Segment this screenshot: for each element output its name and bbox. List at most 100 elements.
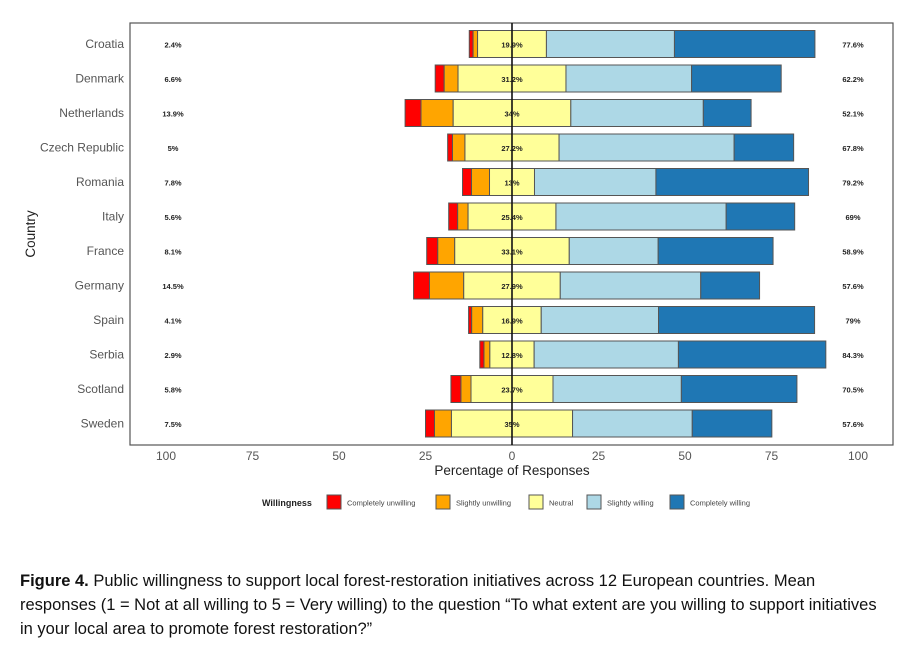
bar-completely-unwilling: [468, 30, 474, 58]
legend-swatch: [528, 494, 544, 510]
legend-swatch: [586, 494, 602, 510]
legend-item: Slightly unwilling: [435, 494, 511, 510]
caption-label: Figure 4.: [20, 572, 89, 590]
legend-label: Neutral: [549, 499, 574, 508]
bar-slightly-willing: [555, 202, 727, 231]
bar-completely-willing: [680, 375, 798, 403]
bar-slightly-unwilling: [451, 133, 466, 162]
label-willing-percent: 69%: [845, 213, 860, 222]
bar-slightly-unwilling: [457, 202, 469, 231]
y-tick-label: Denmark: [75, 72, 125, 86]
bar-completely-willing: [673, 30, 816, 58]
bar-slightly-unwilling: [471, 168, 491, 196]
figure-caption: Figure 4. Public willingness to support …: [20, 569, 890, 641]
label-willing-percent: 67.8%: [842, 144, 864, 153]
bar-completely-willing: [658, 306, 816, 334]
bar-slightly-unwilling: [443, 64, 459, 93]
y-tick-label: Romania: [76, 175, 124, 189]
bar-completely-unwilling: [479, 340, 485, 369]
bar-slightly-willing: [559, 271, 702, 300]
label-willing-percent: 77.6%: [842, 41, 864, 50]
bar-slightly-unwilling: [428, 271, 465, 300]
label-willing-percent: 52.1%: [842, 110, 864, 119]
bar-completely-willing: [657, 237, 774, 265]
y-axis-title: Country: [23, 210, 38, 258]
y-tick-label: Scotland: [77, 382, 124, 396]
bar-slightly-unwilling: [437, 237, 456, 265]
bar-slightly-unwilling: [460, 375, 472, 403]
y-tick-label: France: [87, 244, 125, 258]
x-tick-label: 25: [592, 449, 606, 463]
bar-slightly-willing: [552, 375, 682, 403]
label-unwilling-percent: 13.9%: [162, 110, 184, 119]
bar-slightly-unwilling: [471, 306, 484, 334]
label-unwilling-percent: 14.5%: [162, 282, 184, 291]
y-tick-label: Germany: [75, 279, 124, 293]
y-tick-label: Italy: [102, 210, 124, 224]
legend-item: Completely unwilling: [326, 494, 415, 510]
bar-completely-unwilling: [462, 168, 473, 196]
bar-completely-willing: [700, 271, 761, 300]
x-tick-label: 50: [678, 449, 692, 463]
label-unwilling-percent: 5%: [168, 144, 179, 153]
bar-completely-unwilling: [425, 409, 435, 438]
label-unwilling-percent: 7.5%: [164, 420, 181, 429]
bar-slightly-willing: [540, 306, 660, 334]
bar-completely-unwilling: [447, 133, 453, 162]
y-tick-label: Sweden: [81, 417, 124, 431]
label-unwilling-percent: 5.6%: [164, 213, 181, 222]
bar-slightly-unwilling: [433, 409, 452, 438]
label-willing-percent: 57.6%: [842, 420, 864, 429]
legend-label: Slightly willing: [607, 499, 654, 508]
label-willing-percent: 79.2%: [842, 179, 864, 188]
x-tick-label: 100: [848, 449, 868, 463]
caption-text: Public willingness to support local fore…: [20, 572, 877, 638]
x-axis-title: Percentage of Responses: [434, 463, 590, 478]
bar-completely-willing: [655, 168, 810, 196]
label-willing-percent: 84.3%: [842, 351, 864, 360]
bar-slightly-willing: [565, 64, 693, 93]
bar-slightly-willing: [533, 340, 679, 369]
bar-completely-willing: [677, 340, 827, 369]
legend-swatch: [435, 494, 451, 510]
label-unwilling-percent: 7.8%: [164, 179, 181, 188]
x-tick-label: 100: [156, 449, 176, 463]
bar-slightly-unwilling: [483, 340, 491, 369]
likert-chart: Croatia2.4%19.9%77.6%Denmark6.6%31.2%62.…: [23, 22, 894, 510]
y-tick-label: Czech Republic: [40, 141, 124, 155]
label-unwilling-percent: 2.9%: [164, 351, 181, 360]
legend-item: Neutral: [528, 494, 574, 510]
bar-completely-unwilling: [448, 202, 459, 231]
legend-swatch: [669, 494, 685, 510]
bar-completely-unwilling: [434, 64, 445, 93]
label-willing-percent: 62.2%: [842, 75, 864, 84]
x-tick-label: 50: [332, 449, 346, 463]
bar-completely-unwilling: [450, 375, 462, 403]
legend-item: Completely willing: [669, 494, 750, 510]
legend-label: Slightly unwilling: [456, 499, 511, 508]
bar-slightly-willing: [568, 237, 659, 265]
legend-label: Completely willing: [690, 499, 750, 508]
y-tick-label: Spain: [93, 313, 124, 327]
label-unwilling-percent: 8.1%: [164, 248, 181, 257]
bar-slightly-unwilling: [420, 99, 454, 127]
label-willing-percent: 57.6%: [842, 282, 864, 291]
bar-completely-unwilling: [404, 99, 422, 127]
legend-item: Slightly willing: [586, 494, 654, 510]
y-tick-label: Croatia: [85, 37, 124, 51]
label-willing-percent: 58.9%: [842, 248, 864, 257]
bar-slightly-willing: [570, 99, 704, 127]
bar-completely-willing: [725, 202, 796, 231]
bar-slightly-willing: [558, 133, 735, 162]
bar-slightly-willing: [533, 168, 657, 196]
label-willing-percent: 79%: [845, 317, 860, 326]
label-unwilling-percent: 6.6%: [164, 75, 181, 84]
bar-completely-unwilling: [413, 271, 430, 300]
label-unwilling-percent: 5.8%: [164, 386, 181, 395]
label-unwilling-percent: 4.1%: [164, 317, 181, 326]
legend-label: Completely unwilling: [347, 499, 415, 508]
bar-completely-willing: [691, 64, 782, 93]
x-tick-label: 75: [246, 449, 260, 463]
bar-completely-willing: [733, 133, 795, 162]
bar-completely-willing: [691, 409, 773, 438]
